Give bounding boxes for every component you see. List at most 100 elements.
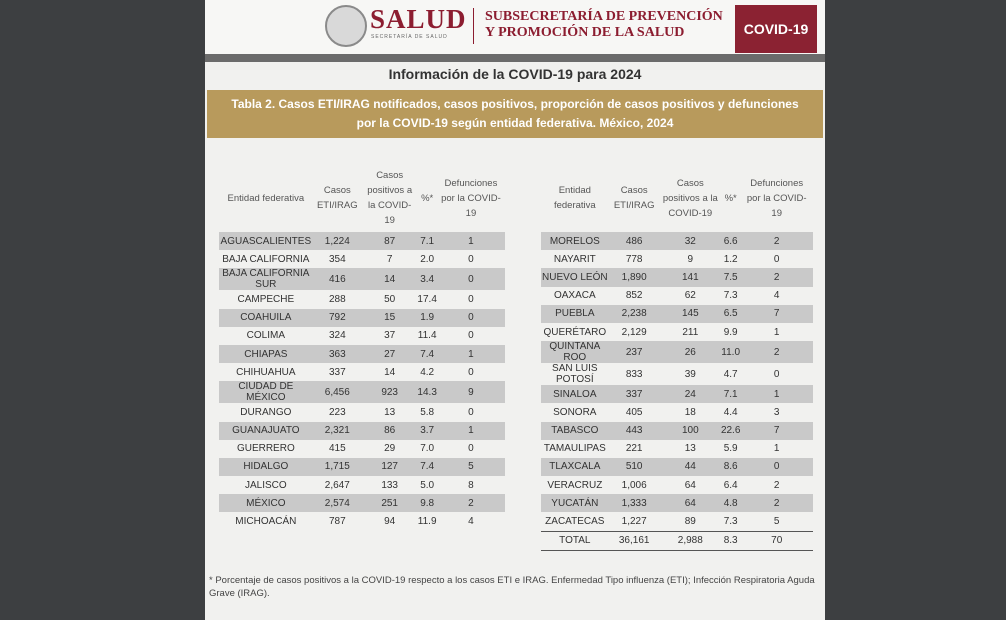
value-cell: 5: [773, 516, 780, 528]
value-cell: 14: [361, 268, 418, 291]
value-cell: 2,321: [312, 421, 362, 440]
value-cell: 4.4: [723, 406, 738, 418]
value-cell: 1,333: [608, 494, 660, 513]
row: MICHOACÁN 787 94 11.9 4: [219, 512, 505, 530]
value-cell: 2: [740, 341, 813, 364]
badge: COVID-19: [735, 5, 817, 53]
row: OAXACA 852 62 7.3 4: [541, 287, 813, 305]
entity-cell: YUCATÁN: [541, 494, 609, 513]
entity-cell: COLIMA: [246, 330, 286, 342]
value-cell: 7.4: [417, 457, 437, 477]
value-cell: 5: [436, 457, 505, 477]
value-cell: 62: [684, 290, 696, 302]
row: QUINTANA ROO 237 26 11.0 2: [541, 341, 813, 364]
value-cell: 9.8: [417, 494, 437, 513]
value-cell: 22.6: [720, 421, 741, 440]
value-cell: 4: [773, 290, 780, 302]
value-cell: 26: [659, 341, 721, 364]
value-cell: 7: [740, 304, 813, 323]
entity-cell: CHIAPAS: [219, 344, 313, 364]
row: JALISCO 2,647 133 5.0 8: [219, 476, 505, 494]
value-cell: 416: [312, 268, 362, 291]
value-cell: 363: [312, 344, 362, 364]
value-cell: 852: [625, 290, 643, 302]
value-cell: 237: [608, 341, 660, 364]
value-cell: 8: [468, 479, 474, 491]
value-cell: 14.3: [417, 381, 437, 404]
value-cell: 29: [384, 443, 396, 455]
entity-cell: TLAXCALA: [541, 457, 609, 477]
row: TABASCO 443 100 22.6 7: [541, 421, 813, 440]
row: BAJA CALIFORNIA SUR 416 14 3.4 0: [219, 268, 505, 291]
value-cell: 5.0: [420, 479, 435, 491]
value-cell: 6.6: [720, 232, 741, 251]
row: TLAXCALA 510 44 8.6 0: [541, 457, 813, 477]
entity-cell: OAXACA: [553, 290, 596, 302]
value-cell: 486: [608, 232, 660, 251]
value-cell: 8.6: [720, 457, 741, 477]
value-cell: 3.4: [417, 268, 437, 291]
value-cell: 3.7: [417, 421, 437, 440]
value-cell: 4.2: [420, 366, 435, 378]
logo-text: SALUD: [370, 4, 467, 34]
value-cell: 778: [625, 253, 643, 265]
value-cell: 7.0: [420, 443, 435, 455]
entity-cell: GUERRERO: [236, 443, 295, 455]
value-cell: 2: [740, 232, 813, 251]
entity-cell: BAJA CALIFORNIA SUR: [219, 268, 313, 291]
row: CHIAPAS 363 27 7.4 1: [219, 344, 505, 364]
value-cell: 337: [328, 366, 346, 378]
value-cell: 7.1: [720, 385, 741, 404]
entity-cell: JALISCO: [245, 479, 287, 491]
value-cell: 37: [384, 330, 396, 342]
row: AGUASCALIENTES 1,224 87 7.1 1: [219, 232, 505, 251]
header-row: Entidad federativa Casos ETI/IRAG Casos po…: [541, 164, 813, 232]
value-cell: 0: [468, 330, 474, 342]
row: MÉXICO 2,574 251 9.8 2: [219, 494, 505, 513]
value-cell: 87: [361, 232, 418, 251]
value-cell: 15: [361, 308, 418, 327]
emblem: [325, 5, 367, 47]
value-cell: 510: [608, 457, 660, 477]
entity-cell: DURANGO: [240, 406, 292, 418]
value-cell: 141: [659, 268, 721, 287]
total-cell: TOTAL: [541, 530, 609, 551]
value-cell: 405: [625, 406, 643, 418]
value-cell: 11.0: [720, 341, 741, 364]
value-cell: 7.4: [417, 344, 437, 364]
value-cell: 0: [436, 268, 505, 291]
column-header: Casos ETI/IRAG: [613, 185, 655, 211]
value-cell: 7.5: [720, 268, 741, 287]
row: COAHUILA 792 15 1.9 0: [219, 308, 505, 327]
row: VERACRUZ 1,006 64 6.4 2: [541, 476, 813, 494]
row: DURANGO 223 13 5.8 0: [219, 403, 505, 421]
entity-cell: GUANAJUATO: [219, 421, 313, 440]
value-cell: 251: [361, 494, 418, 513]
value-cell: 1: [773, 443, 780, 455]
row: QUERÉTARO 2,129 211 9.9 1: [541, 323, 813, 341]
value-cell: 2: [773, 479, 780, 491]
value-cell: 100: [659, 421, 721, 440]
value-cell: 1.2: [723, 253, 738, 265]
entity-cell: SAN LUIS POTOSÍ: [552, 363, 598, 386]
value-cell: 13: [684, 443, 696, 455]
value-cell: 1,224: [312, 232, 362, 251]
value-cell: 11.4: [417, 330, 437, 342]
entity-cell: QUERÉTARO: [543, 326, 607, 338]
row: MORELOS 486 32 6.6 2: [541, 232, 813, 251]
entity-cell: CAMPECHE: [237, 293, 295, 305]
row: SONORA 405 18 4.4 3: [541, 403, 813, 421]
value-cell: 9.9: [723, 326, 738, 338]
entity-cell: QUINTANA ROO: [541, 341, 609, 364]
value-cell: 415: [328, 443, 346, 455]
column-header: Defunciones por la COVID-19: [746, 177, 807, 219]
row: SAN LUIS POTOSÍ 833 39 4.7 0: [541, 363, 813, 385]
value-cell: 211: [682, 326, 699, 338]
entity-cell: CHIHUAHUA: [236, 366, 296, 378]
value-cell: 89: [684, 516, 696, 528]
value-cell: 2: [740, 494, 813, 513]
value-cell: 3: [773, 406, 780, 418]
value-cell: 288: [328, 293, 346, 305]
strip: [205, 54, 825, 62]
